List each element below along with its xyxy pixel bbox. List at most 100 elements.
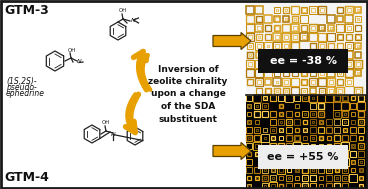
Bar: [334, 119, 340, 125]
Bar: [337, 7, 343, 13]
Bar: [270, 143, 276, 149]
Bar: [304, 153, 306, 155]
Bar: [319, 152, 323, 156]
Bar: [265, 34, 271, 40]
Bar: [357, 9, 359, 11]
Bar: [280, 105, 282, 107]
Bar: [255, 42, 263, 50]
Bar: [327, 144, 331, 148]
Bar: [261, 134, 269, 142]
Bar: [350, 174, 357, 181]
Bar: [351, 143, 355, 149]
Bar: [320, 113, 322, 115]
Bar: [319, 136, 323, 140]
Bar: [304, 97, 306, 99]
Bar: [282, 24, 290, 32]
Bar: [335, 160, 339, 164]
Bar: [284, 53, 287, 57]
Bar: [342, 183, 348, 189]
Bar: [264, 177, 266, 179]
Bar: [277, 166, 285, 174]
Bar: [273, 33, 281, 41]
Bar: [255, 176, 259, 180]
Bar: [258, 81, 261, 84]
Bar: [302, 143, 308, 149]
Bar: [256, 105, 258, 107]
Bar: [357, 102, 365, 110]
FancyArrowPatch shape: [125, 94, 138, 132]
Bar: [335, 183, 340, 189]
Bar: [272, 129, 274, 131]
Bar: [318, 159, 324, 165]
Bar: [328, 25, 334, 31]
Bar: [257, 44, 261, 48]
Bar: [302, 128, 307, 132]
Bar: [246, 127, 252, 133]
Bar: [256, 177, 258, 179]
Bar: [296, 153, 298, 155]
Bar: [318, 111, 324, 117]
Bar: [264, 137, 266, 139]
Bar: [271, 136, 275, 140]
Bar: [310, 119, 316, 125]
Bar: [288, 121, 290, 123]
Bar: [318, 78, 326, 86]
Bar: [266, 53, 270, 57]
Bar: [360, 185, 362, 187]
Bar: [326, 159, 332, 165]
Bar: [333, 102, 340, 110]
Bar: [359, 176, 363, 180]
Bar: [276, 9, 278, 11]
Bar: [356, 62, 360, 66]
Bar: [246, 95, 252, 101]
Bar: [304, 184, 307, 187]
Bar: [327, 78, 335, 86]
Bar: [286, 94, 293, 101]
Bar: [335, 168, 339, 172]
Bar: [280, 129, 282, 131]
Bar: [344, 113, 346, 115]
Bar: [326, 136, 332, 140]
Bar: [255, 144, 259, 148]
Bar: [330, 27, 332, 29]
Bar: [319, 144, 323, 148]
Bar: [258, 145, 348, 169]
Bar: [311, 26, 315, 30]
Bar: [248, 105, 250, 107]
Bar: [309, 60, 316, 67]
Bar: [350, 151, 356, 157]
Bar: [312, 169, 314, 171]
Bar: [247, 112, 251, 116]
Bar: [247, 43, 253, 49]
Bar: [312, 137, 314, 139]
Bar: [325, 94, 333, 102]
Bar: [358, 127, 364, 133]
Bar: [319, 184, 323, 188]
Bar: [246, 95, 368, 189]
Bar: [286, 111, 292, 117]
Bar: [326, 175, 332, 181]
Bar: [262, 175, 268, 181]
Bar: [248, 185, 250, 187]
Bar: [318, 51, 326, 59]
Bar: [358, 167, 364, 172]
Bar: [284, 35, 288, 39]
Bar: [351, 120, 355, 124]
Bar: [294, 119, 300, 125]
Bar: [350, 136, 355, 140]
Bar: [279, 176, 283, 180]
Bar: [278, 119, 284, 125]
Bar: [279, 168, 283, 172]
Bar: [301, 70, 307, 76]
Bar: [247, 176, 251, 180]
Bar: [344, 177, 346, 179]
Bar: [337, 16, 343, 22]
Bar: [347, 80, 351, 84]
Bar: [274, 88, 280, 94]
Bar: [304, 177, 306, 179]
Bar: [285, 63, 287, 65]
Bar: [311, 9, 315, 12]
Bar: [309, 24, 317, 32]
Bar: [262, 111, 268, 117]
Bar: [360, 161, 362, 163]
